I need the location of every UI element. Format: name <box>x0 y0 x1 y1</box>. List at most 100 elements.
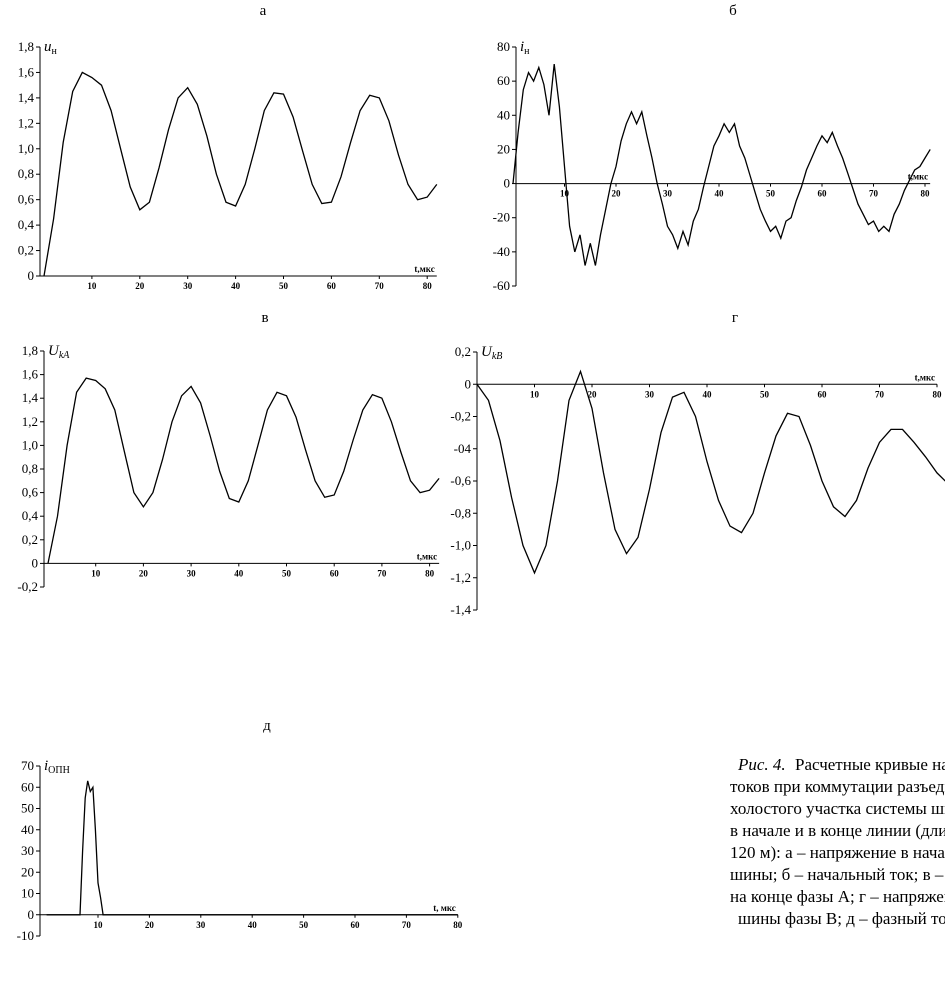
x-axis-label: t,мкс <box>908 172 928 182</box>
y-tick-label: 1,4 <box>22 390 39 405</box>
y-tick-label: 0,6 <box>22 485 39 500</box>
x-tick-label: 10 <box>530 389 540 399</box>
x-tick-label: 80 <box>423 281 433 291</box>
y-tick-label: 0,8 <box>18 166 34 181</box>
x-tick-label: 20 <box>139 568 149 578</box>
panel-title: б <box>729 3 737 19</box>
y-tick-label: 1,0 <box>18 141 34 156</box>
x-tick-label: 30 <box>196 920 206 930</box>
y-axis-label: iн <box>520 39 530 57</box>
x-tick-label: 50 <box>282 568 292 578</box>
caption-line: холостого участка системы шин с ОПН <box>730 799 945 818</box>
y-tick-label: 1,6 <box>22 367 39 382</box>
curve <box>43 71 438 277</box>
x-tick-label: 80 <box>933 389 943 399</box>
y-axis-label-main: U <box>481 344 493 360</box>
y-axis-label: uн <box>44 39 58 57</box>
x-tick-label: 60 <box>818 189 828 199</box>
x-tick-label: 20 <box>145 920 155 930</box>
caption-label: Рис. 4. <box>737 755 786 774</box>
curve <box>512 64 931 266</box>
caption-line: на конце фазы A; г – напряжение на конце <box>730 887 945 906</box>
y-axis-label-main: i <box>520 39 524 55</box>
caption-line: шины; б – начальный ток; в – напряжение <box>730 865 945 884</box>
caption-line: токов при коммутации разъединителем <box>730 777 945 796</box>
x-tick-label: 20 <box>135 281 145 291</box>
caption-line: в начале и в конце линии (длина шин <box>730 821 945 840</box>
x-axis-label: t,мкс <box>414 264 434 274</box>
panel-title: в <box>261 310 268 326</box>
x-axis-label: t, мкс <box>433 903 456 913</box>
caption-line: шины фазы B; д – фазный ток через ОПН <box>738 909 945 928</box>
y-tick-label: -0,6 <box>450 473 471 488</box>
y-tick-label: 0 <box>28 268 35 283</box>
y-tick-label: -10 <box>17 928 34 943</box>
x-tick-label: 40 <box>234 568 244 578</box>
panel-title: г <box>732 310 738 326</box>
x-tick-label: 20 <box>588 389 598 399</box>
x-tick-label: 20 <box>612 189 622 199</box>
y-tick-label: -1,2 <box>450 570 471 585</box>
x-tick-label: 40 <box>703 389 713 399</box>
y-tick-label: 0,8 <box>22 461 38 476</box>
y-axis-label-main: i <box>44 758 48 774</box>
y-tick-label: 40 <box>21 822 34 837</box>
y-tick-label: -04 <box>454 441 472 456</box>
x-tick-label: 50 <box>299 920 309 930</box>
y-axis-label: iОПН <box>44 758 70 776</box>
x-tick-label: 30 <box>663 189 673 199</box>
curve <box>46 780 458 916</box>
y-tick-label: -0,2 <box>17 579 38 594</box>
y-tick-label: 50 <box>21 801 34 816</box>
y-tick-label: 0,2 <box>22 532 38 547</box>
y-tick-label: 60 <box>497 73 510 88</box>
y-tick-label: 0 <box>504 176 511 191</box>
y-tick-label: -1,4 <box>450 602 471 617</box>
x-tick-label: 60 <box>330 568 340 578</box>
x-tick-label: 40 <box>715 189 725 199</box>
y-tick-label: 20 <box>497 141 510 156</box>
x-tick-label: 60 <box>351 920 361 930</box>
y-tick-label: 30 <box>21 843 34 858</box>
x-tick-label: 40 <box>231 281 241 291</box>
y-tick-label: 60 <box>21 779 34 794</box>
y-tick-label: 1,8 <box>22 343 38 358</box>
curve <box>47 377 440 564</box>
caption-line: 120 м): а – напряжение в начале холостой <box>730 843 945 862</box>
x-tick-label: 80 <box>921 189 931 199</box>
y-axis-label-sub: kB <box>492 351 503 362</box>
x-tick-label: 80 <box>425 568 435 578</box>
x-tick-label: 10 <box>91 568 101 578</box>
y-tick-label: 20 <box>21 864 34 879</box>
y-tick-label: 0,4 <box>18 217 35 232</box>
y-tick-label: -60 <box>493 278 510 293</box>
y-tick-label: 0,2 <box>18 243 34 258</box>
y-axis-label: UkB <box>481 344 502 362</box>
x-tick-label: 30 <box>187 568 197 578</box>
y-tick-label: 0,6 <box>18 192 35 207</box>
y-tick-label: 1,2 <box>18 115 34 130</box>
y-axis-label-main: U <box>48 343 60 359</box>
y-axis-label-sub: н <box>52 46 58 57</box>
y-tick-label: 1,2 <box>22 414 38 429</box>
y-axis-label: UkA <box>48 343 70 361</box>
y-tick-label: 1,6 <box>18 64 35 79</box>
y-axis-label-sub: kA <box>59 350 70 361</box>
x-tick-label: 30 <box>645 389 655 399</box>
y-tick-label: -40 <box>493 244 510 259</box>
y-tick-label: 0 <box>28 907 35 922</box>
y-tick-label: 70 <box>21 758 34 773</box>
y-tick-label: 0,4 <box>22 508 39 523</box>
y-tick-label: 80 <box>497 39 510 54</box>
y-axis-label-sub: ОПН <box>48 765 70 776</box>
caption-line: Расчетные кривые напряжений и <box>795 755 945 774</box>
x-tick-label: 80 <box>453 920 463 930</box>
x-tick-label: 70 <box>869 189 879 199</box>
y-tick-label: 1,0 <box>22 437 38 452</box>
x-tick-label: 70 <box>875 389 885 399</box>
x-tick-label: 40 <box>248 920 258 930</box>
y-tick-label: 0 <box>32 555 39 570</box>
y-tick-label: 10 <box>21 886 34 901</box>
